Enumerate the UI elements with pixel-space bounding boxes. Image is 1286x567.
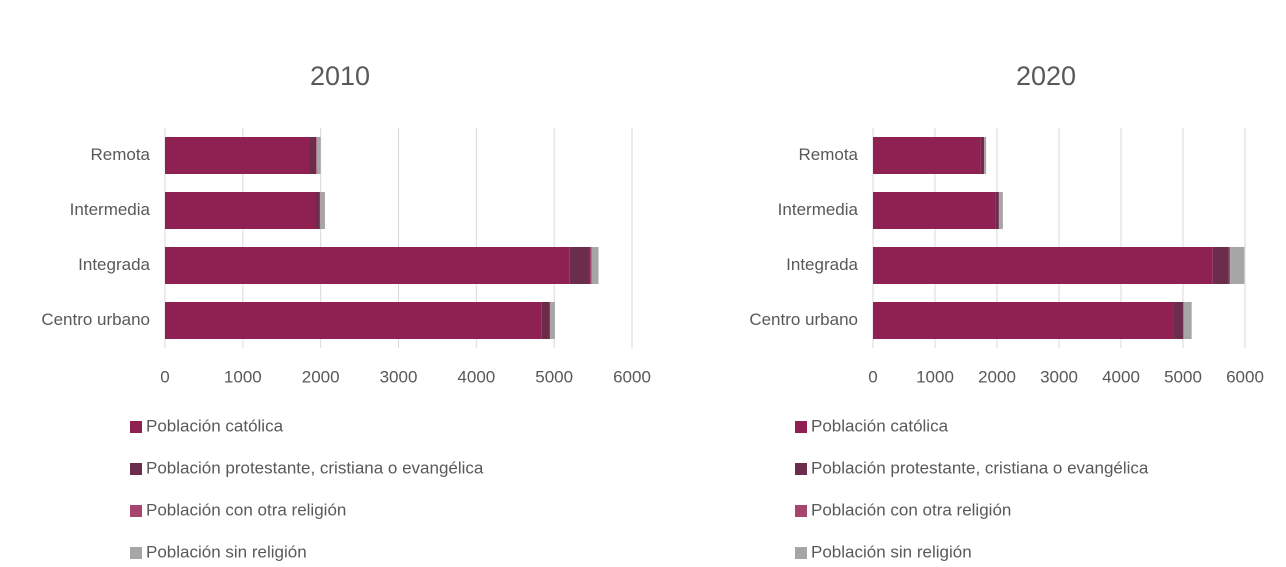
legend-label: Población protestante, cristiana o evang… <box>811 458 1149 477</box>
bar-segment <box>317 137 321 174</box>
bar-segment <box>1213 247 1229 284</box>
legend-label: Población católica <box>811 416 949 435</box>
legend-label: Población con otra religión <box>811 500 1011 519</box>
y-tick-label: Intermedia <box>778 200 859 219</box>
bar-segment <box>873 247 1213 284</box>
y-tick-label: Remota <box>90 145 150 164</box>
legend-label: Población católica <box>146 416 284 435</box>
bar-segment <box>165 302 542 339</box>
x-tick-label: 1000 <box>916 367 954 386</box>
chart-title: 2010 <box>310 61 370 91</box>
y-tick-label: Centro urbano <box>749 310 858 329</box>
x-tick-label: 6000 <box>1226 367 1264 386</box>
x-tick-label: 6000 <box>613 367 651 386</box>
bar-segment <box>1229 247 1230 284</box>
x-tick-label: 2000 <box>302 367 340 386</box>
bar-segment <box>550 302 555 339</box>
bar-segment <box>999 192 1003 229</box>
bar-segment <box>1230 247 1244 284</box>
x-tick-label: 5000 <box>535 367 573 386</box>
x-tick-label: 4000 <box>1102 367 1140 386</box>
bar-segment <box>1173 302 1183 339</box>
x-tick-label: 0 <box>868 367 877 386</box>
bar-segment <box>309 137 316 174</box>
bar-segment <box>592 247 599 284</box>
bar-segment <box>873 302 1173 339</box>
x-tick-label: 1000 <box>224 367 262 386</box>
legend-swatch <box>795 505 807 517</box>
bar-segment <box>873 137 981 174</box>
chart-page: 2010 2020 0 1000 2000 3000 4000 5000 6000 Remot… <box>0 0 1286 567</box>
bar-segment <box>165 137 309 174</box>
bar-segment <box>570 247 590 284</box>
x-tick-label: 5000 <box>1164 367 1202 386</box>
y-tick-label: Remota <box>798 145 858 164</box>
bar-segment <box>316 137 317 174</box>
x-tick-label: 4000 <box>457 367 495 386</box>
legend-swatch <box>130 547 142 559</box>
y-tick-label: Centro urbano <box>41 310 150 329</box>
x-tick-label: 0 <box>160 367 169 386</box>
bar-segment <box>165 192 316 229</box>
legend-label: Población sin religión <box>146 542 307 561</box>
bar-segment <box>320 192 325 229</box>
bar-segment <box>590 247 592 284</box>
legend-label: Población sin religión <box>811 542 972 561</box>
y-tick-label: Integrada <box>786 255 858 274</box>
legend-label: Población con otra religión <box>146 500 346 519</box>
bar-segment <box>165 247 570 284</box>
legend-swatch <box>795 421 807 433</box>
y-tick-label: Intermedia <box>70 200 151 219</box>
bar-segment <box>542 302 550 339</box>
bar-segment <box>873 192 995 229</box>
legend-swatch <box>795 463 807 475</box>
legend-swatch <box>130 505 142 517</box>
x-tick-label: 2000 <box>978 367 1016 386</box>
legend-swatch <box>130 421 142 433</box>
bar-segment <box>981 137 984 174</box>
legend-label: Población protestante, cristiana o evang… <box>146 458 484 477</box>
x-tick-label: 3000 <box>380 367 418 386</box>
bar-segment <box>1184 302 1192 339</box>
legend-swatch <box>795 547 807 559</box>
legend-swatch <box>130 463 142 475</box>
y-tick-label: Integrada <box>78 255 150 274</box>
bar-segment <box>995 192 999 229</box>
bar-segment <box>984 137 986 174</box>
bar-segment <box>1183 302 1184 339</box>
x-tick-label: 3000 <box>1040 367 1078 386</box>
bar-segment <box>316 192 320 229</box>
chart-title: 2020 <box>1016 61 1076 91</box>
bar-segment <box>549 302 550 339</box>
